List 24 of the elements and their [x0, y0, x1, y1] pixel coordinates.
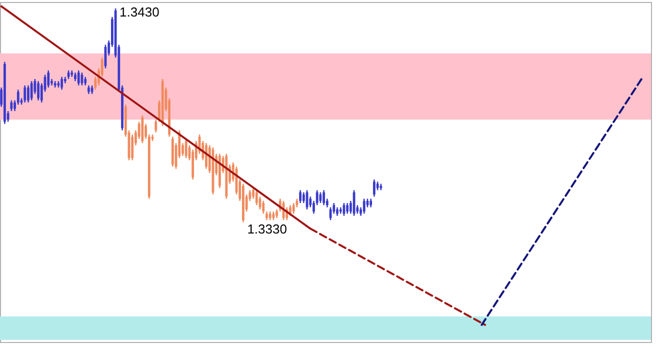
candlestick — [322, 190, 326, 206]
candlestick — [346, 202, 349, 214]
candlestick — [184, 138, 188, 159]
candlestick — [302, 192, 305, 204]
candlestick — [154, 118, 158, 134]
candlestick — [362, 198, 366, 214]
candlestick — [60, 76, 64, 90]
candlestick — [24, 84, 26, 104]
candlestick — [255, 190, 258, 206]
candlestick — [30, 80, 33, 102]
candlestick — [292, 202, 295, 214]
candlestick — [352, 190, 356, 216]
annotation: 1.3330 — [247, 221, 287, 236]
candlestick — [47, 70, 50, 88]
candlestick — [141, 114, 144, 144]
candlestick — [262, 200, 265, 214]
candlestick — [10, 100, 13, 112]
candlestick — [37, 80, 40, 102]
candlestick — [27, 84, 30, 104]
candlestick — [131, 134, 134, 161]
candlestick — [373, 178, 376, 198]
candlestick — [299, 190, 302, 204]
annotation: 1.3430 — [120, 4, 160, 20]
candlestick — [77, 70, 80, 86]
